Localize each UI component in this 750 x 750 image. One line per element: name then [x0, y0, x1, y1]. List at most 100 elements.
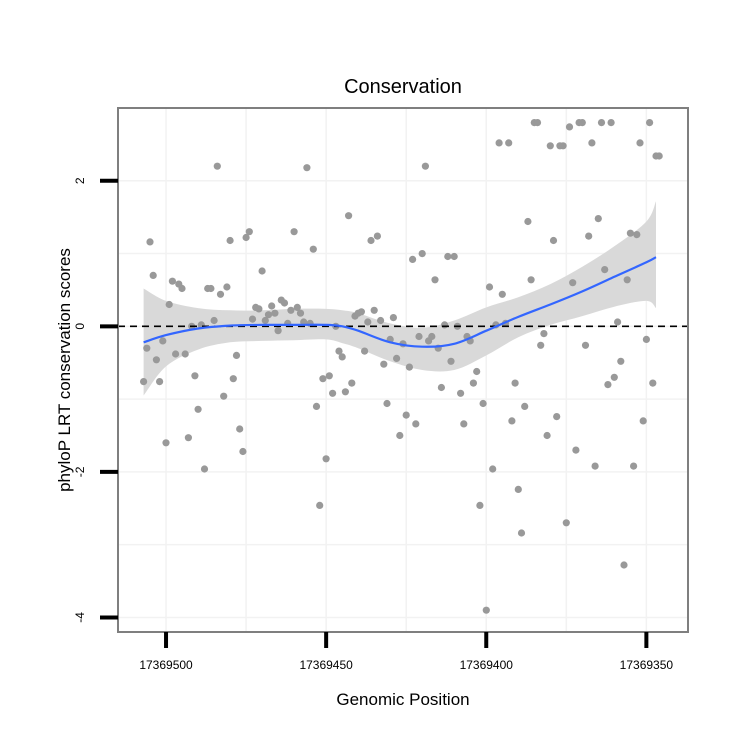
data-point — [213, 162, 221, 170]
x-axis: 17369500 17369450 17369400 17369350 — [139, 632, 673, 672]
data-point — [312, 402, 321, 410]
data-point — [649, 379, 657, 387]
data-point — [485, 283, 494, 291]
data-point — [447, 357, 455, 365]
data-point — [540, 330, 548, 338]
data-point — [396, 431, 404, 440]
data-point — [460, 420, 468, 428]
data-point — [287, 306, 295, 314]
data-point — [389, 314, 397, 322]
data-point — [594, 215, 602, 223]
data-point — [165, 300, 173, 309]
data-point — [469, 379, 477, 387]
data-point — [441, 321, 449, 329]
data-point — [402, 411, 410, 419]
data-point — [338, 353, 346, 361]
data-point — [444, 252, 452, 261]
data-point — [373, 232, 381, 240]
data-point — [280, 299, 289, 307]
y-tick-label: 0 — [73, 323, 87, 330]
data-point — [559, 142, 567, 150]
data-point — [216, 290, 225, 298]
data-point — [370, 306, 378, 314]
data-point — [569, 279, 577, 287]
data-point — [322, 455, 330, 463]
smooth-line — [143, 256, 657, 348]
data-point — [361, 347, 369, 355]
data-point — [409, 255, 417, 263]
y-tick-label: 2 — [73, 177, 87, 184]
y-tick-label: -4 — [73, 612, 87, 623]
data-point — [537, 341, 545, 349]
data-points — [140, 119, 663, 614]
data-point — [210, 316, 218, 325]
data-point — [620, 561, 628, 569]
data-point — [633, 231, 641, 239]
data-point — [152, 356, 160, 364]
data-point — [229, 375, 237, 383]
data-point — [642, 335, 651, 343]
data-point — [367, 236, 375, 245]
data-point — [588, 139, 596, 147]
data-point — [450, 252, 458, 261]
data-point — [345, 212, 353, 220]
data-point — [412, 420, 420, 428]
data-point — [572, 446, 580, 454]
data-point — [220, 392, 228, 400]
data-point — [601, 266, 609, 274]
data-point — [303, 164, 311, 172]
data-point — [316, 501, 324, 509]
data-point — [348, 379, 356, 387]
data-point — [565, 123, 574, 131]
data-point — [405, 363, 413, 371]
data-point — [597, 119, 606, 127]
y-axis: -4 -2 0 2 — [73, 177, 118, 623]
data-point — [623, 276, 631, 284]
data-point — [380, 360, 388, 368]
data-point — [264, 311, 273, 319]
data-point — [393, 354, 401, 362]
data-point — [549, 236, 558, 245]
data-point — [181, 350, 189, 358]
data-point — [517, 529, 526, 537]
data-point — [364, 318, 372, 326]
data-point — [421, 162, 429, 170]
data-point — [581, 341, 590, 349]
data-point — [293, 303, 301, 311]
data-point — [489, 465, 497, 473]
data-point — [614, 318, 622, 326]
data-point — [172, 350, 180, 358]
data-point — [236, 425, 244, 433]
data-point — [248, 315, 257, 323]
data-point — [143, 344, 151, 352]
data-point — [319, 375, 327, 383]
data-point — [511, 379, 519, 387]
data-point — [383, 399, 391, 408]
y-axis-label: phyloP LRT conservation scores — [55, 248, 74, 492]
chart-title: Conservation — [344, 76, 462, 98]
data-point — [604, 381, 612, 389]
data-point — [146, 238, 154, 246]
data-point — [274, 327, 282, 335]
data-point — [223, 283, 231, 291]
data-point — [431, 276, 439, 284]
data-point — [437, 383, 445, 392]
data-point — [290, 228, 298, 236]
data-point — [591, 462, 599, 470]
data-point — [473, 367, 481, 376]
x-tick-label: 17369500 — [139, 658, 193, 672]
data-point — [242, 233, 250, 242]
data-point — [562, 519, 570, 527]
data-point — [207, 284, 215, 293]
panel-border — [117, 107, 689, 633]
data-point — [245, 228, 253, 236]
data-point — [495, 139, 503, 147]
data-point — [296, 309, 305, 317]
data-point — [607, 119, 615, 127]
data-point — [521, 402, 529, 410]
data-point — [232, 351, 241, 359]
data-point — [178, 284, 186, 293]
data-point — [610, 373, 618, 381]
data-point — [309, 245, 317, 253]
x-axis-label: Genomic Position — [336, 690, 469, 709]
